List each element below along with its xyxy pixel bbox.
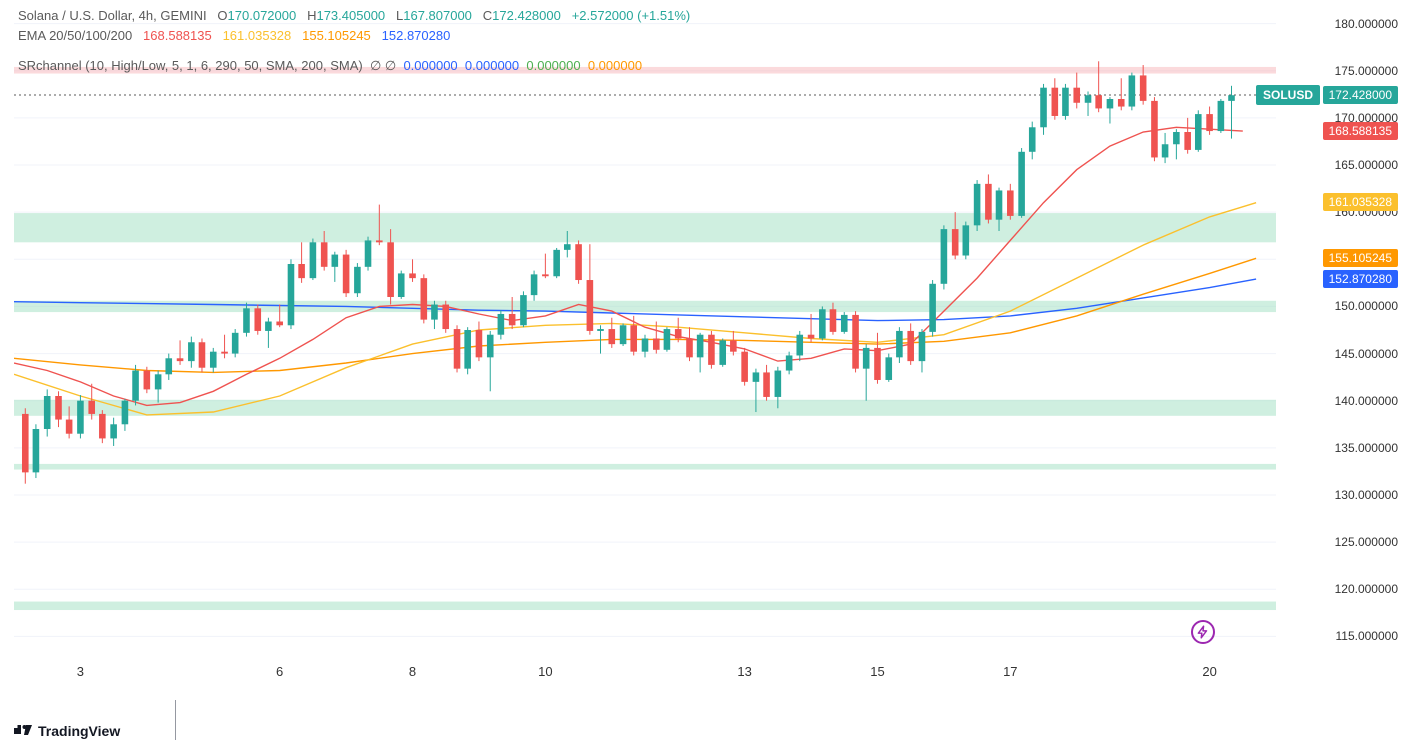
symbol-tag: SOLUSD [1256, 85, 1320, 105]
y-tick: 150.000000 [1335, 299, 1398, 313]
sr-phi: ∅ ∅ [370, 58, 396, 73]
sr-label: SRchannel (10, High/Low, 5, 1, 6, 290, 5… [18, 58, 363, 73]
price-tag: 172.428000 [1323, 86, 1398, 104]
brand-text: TradingView [38, 723, 120, 739]
x-tick: 13 [737, 664, 751, 679]
x-tick: 20 [1202, 664, 1216, 679]
x-axis: 3 6 8 10 13 15 17 20 [14, 660, 1276, 684]
price-tag: 152.870280 [1323, 270, 1398, 288]
ohlc-change-pct: (+1.51%) [637, 8, 690, 23]
chart-legend: Solana / U.S. Dollar, 4h, GEMINI O170.07… [18, 6, 690, 76]
ema-50: 161.035328 [223, 28, 292, 43]
ohlc-c-label: C [483, 8, 492, 23]
y-tick: 130.000000 [1335, 488, 1398, 502]
chart-container[interactable]: { "header": { "symbol_desc": "Solana / U… [0, 0, 1410, 749]
brand-footer: TradingView [14, 723, 120, 739]
y-tick: 145.000000 [1335, 347, 1398, 361]
ema-200: 152.870280 [382, 28, 451, 43]
y-tick: 180.000000 [1335, 17, 1398, 31]
y-tick: 120.000000 [1335, 582, 1398, 596]
replay-icon[interactable] [1191, 620, 1215, 644]
symbol-desc: Solana / U.S. Dollar, 4h, GEMINI [18, 8, 207, 23]
sr-z3: 0.000000 [526, 58, 580, 73]
axis-vline [175, 700, 176, 740]
ohlc-o-label: O [217, 8, 227, 23]
x-tick: 10 [538, 664, 552, 679]
chart-plot[interactable] [14, 0, 1276, 660]
x-tick: 15 [870, 664, 884, 679]
x-tick: 8 [409, 664, 416, 679]
y-tick: 165.000000 [1335, 158, 1398, 172]
ema-100: 155.105245 [302, 28, 371, 43]
tradingview-logo-icon [14, 725, 32, 737]
y-tick: 115.000000 [1335, 629, 1398, 643]
ema-row: EMA 20/50/100/200 168.588135 161.035328 … [18, 26, 690, 46]
x-tick: 6 [276, 664, 283, 679]
ema-label: EMA 20/50/100/200 [18, 28, 132, 43]
ohlc-h: 173.405000 [316, 8, 385, 23]
ohlc-l: 167.807000 [403, 8, 472, 23]
sr-z4: 0.000000 [588, 58, 642, 73]
y-tick: 135.000000 [1335, 441, 1398, 455]
ema-20: 168.588135 [143, 28, 212, 43]
sr-row: SRchannel (10, High/Low, 5, 1, 6, 290, 5… [18, 56, 690, 76]
symbol-row: Solana / U.S. Dollar, 4h, GEMINI O170.07… [18, 6, 690, 26]
sr-z2: 0.000000 [465, 58, 519, 73]
x-tick: 17 [1003, 664, 1017, 679]
y-tick: 125.000000 [1335, 535, 1398, 549]
price-tag: 168.588135 [1323, 122, 1398, 140]
ohlc-change: +2.572000 [572, 8, 634, 23]
x-tick: 3 [77, 664, 84, 679]
y-tick: 140.000000 [1335, 394, 1398, 408]
y-tick: 175.000000 [1335, 64, 1398, 78]
y-axis: 180.000000175.000000170.000000165.000000… [1278, 0, 1410, 660]
ohlc-o: 170.072000 [228, 8, 297, 23]
price-tag: 155.105245 [1323, 249, 1398, 267]
price-tag: 161.035328 [1323, 193, 1398, 211]
sr-z1: 0.000000 [403, 58, 457, 73]
ohlc-c: 172.428000 [492, 8, 561, 23]
